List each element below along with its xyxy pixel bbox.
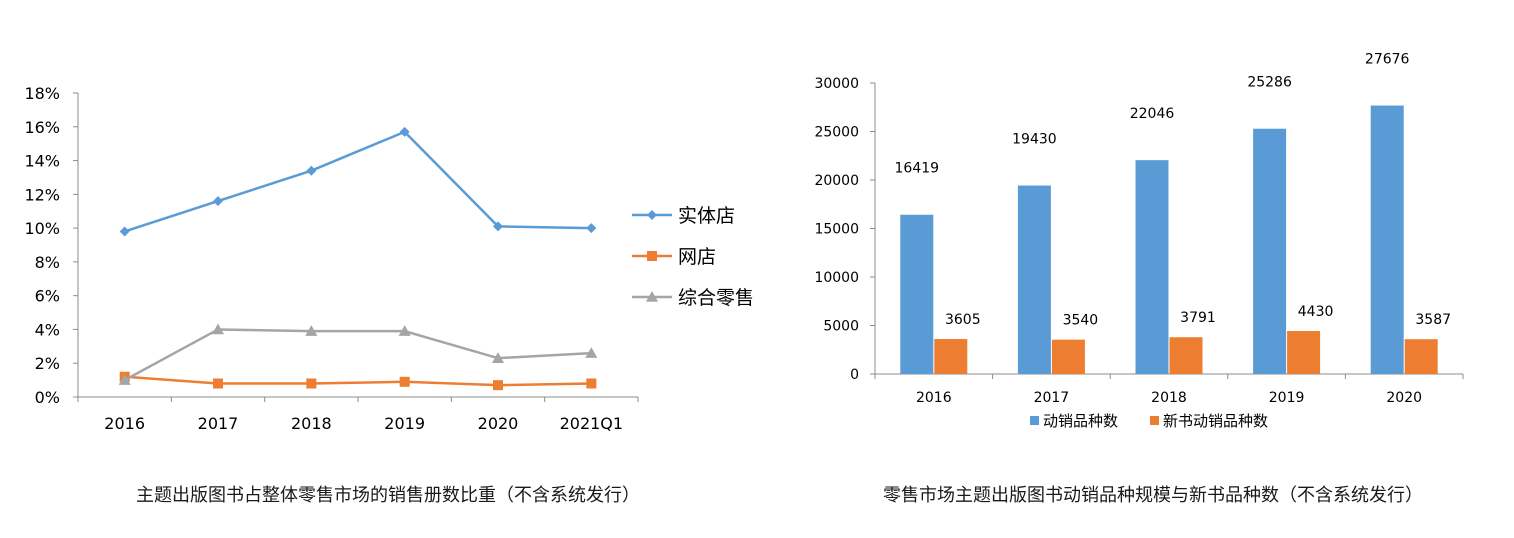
bar bbox=[1017, 185, 1051, 374]
legend-marker bbox=[646, 291, 658, 302]
data-point bbox=[213, 378, 223, 389]
data-point bbox=[398, 325, 411, 336]
legend-marker bbox=[647, 210, 657, 220]
bar bbox=[1370, 105, 1404, 375]
data-point bbox=[118, 374, 131, 385]
y-tick-label: 16% bbox=[24, 118, 60, 137]
y-tick-label: 6% bbox=[35, 287, 60, 306]
data-point bbox=[306, 165, 317, 176]
data-point bbox=[586, 223, 597, 234]
data-label: 22046 bbox=[1130, 106, 1175, 122]
y-tick-label: 14% bbox=[24, 152, 60, 171]
data-point bbox=[492, 352, 504, 363]
y-tick-label: 8% bbox=[35, 253, 60, 272]
data-label: 3605 bbox=[945, 312, 981, 328]
data-point bbox=[306, 378, 317, 389]
x-tick-label: 2017 bbox=[1034, 390, 1070, 406]
x-tick-label: 2020 bbox=[478, 414, 519, 433]
y-tick-label: 4% bbox=[35, 320, 60, 339]
data-label: 3587 bbox=[1415, 312, 1451, 328]
data-point bbox=[585, 347, 598, 358]
line-chart-caption: 主题出版图书占整体零售市场的销售册数比重（不含系统发行） bbox=[136, 485, 640, 506]
data-label: 25286 bbox=[1247, 75, 1292, 91]
data-label: 27676 bbox=[1365, 52, 1410, 68]
x-tick-label: 2020 bbox=[1386, 390, 1422, 406]
data-label: 4430 bbox=[1298, 304, 1334, 320]
legend-label: 动销品种数 bbox=[1043, 412, 1118, 430]
line-chart: 0% 2% 4% 6% 8% 10% 12% 14% 16% 18% 2016 2017 2018 201… bbox=[24, 84, 754, 433]
y-tick-label: 10000 bbox=[814, 270, 859, 286]
data-point bbox=[493, 221, 503, 232]
y-tick-label: 25000 bbox=[814, 125, 859, 141]
x-tick-label: 2021Q1 bbox=[560, 414, 624, 433]
data-point bbox=[399, 126, 410, 137]
series-line bbox=[124, 328, 592, 382]
data-label: 3791 bbox=[1180, 310, 1216, 326]
y-tick-label: 2% bbox=[35, 354, 60, 373]
x-tick-label: 2016 bbox=[916, 390, 952, 406]
y-tick-label: 12% bbox=[24, 185, 60, 204]
data-label: 3540 bbox=[1063, 313, 1099, 329]
legend-label: 网店 bbox=[678, 246, 716, 268]
legend-label: 新书动销品种数 bbox=[1163, 412, 1268, 430]
y-tick-label: 0 bbox=[850, 367, 859, 383]
legend-marker bbox=[647, 251, 657, 261]
data-point bbox=[119, 226, 130, 237]
legend-label: 实体店 bbox=[678, 205, 735, 227]
data-point bbox=[305, 325, 318, 336]
y-tick-label: 0% bbox=[35, 388, 60, 407]
bar bbox=[1135, 160, 1169, 374]
y-tick-label: 15000 bbox=[814, 222, 859, 238]
x-tick-label: 2018 bbox=[1151, 390, 1187, 406]
bar bbox=[1404, 339, 1438, 374]
y-tick-label: 5000 bbox=[823, 319, 859, 335]
series-line bbox=[124, 375, 592, 387]
x-tick-label: 2016 bbox=[104, 414, 145, 433]
bar-chart: 0 5000 10000 15000 20000 25000 30000 2016 16419 3… bbox=[814, 52, 1464, 430]
data-point bbox=[493, 380, 503, 391]
x-tick-label: 2018 bbox=[291, 414, 332, 433]
y-tick-label: 30000 bbox=[814, 76, 859, 92]
y-tick-label: 20000 bbox=[814, 173, 859, 189]
bar bbox=[934, 339, 968, 374]
data-point bbox=[213, 196, 223, 207]
y-tick-label: 18% bbox=[24, 84, 60, 103]
bar bbox=[1169, 337, 1203, 374]
x-tick-label: 2019 bbox=[1269, 390, 1305, 406]
bar bbox=[1253, 128, 1287, 374]
series-line bbox=[124, 130, 592, 233]
bar-chart-caption: 零售市场主题出版图书动销品种规模与新书品种数（不含系统发行） bbox=[883, 485, 1423, 506]
bar bbox=[900, 214, 934, 374]
data-point bbox=[399, 376, 410, 387]
data-point bbox=[212, 323, 224, 335]
bar bbox=[1287, 331, 1321, 374]
legend-label: 综合零售 bbox=[678, 287, 754, 309]
x-tick-label: 2019 bbox=[384, 414, 425, 433]
legend-swatch bbox=[1030, 416, 1039, 425]
y-tick-label: 10% bbox=[24, 219, 60, 238]
bar bbox=[1051, 339, 1085, 374]
data-label: 16419 bbox=[895, 161, 940, 177]
legend-swatch bbox=[1150, 416, 1159, 425]
data-label: 19430 bbox=[1012, 132, 1057, 148]
x-tick-label: 2017 bbox=[198, 414, 239, 433]
data-point bbox=[586, 378, 597, 389]
